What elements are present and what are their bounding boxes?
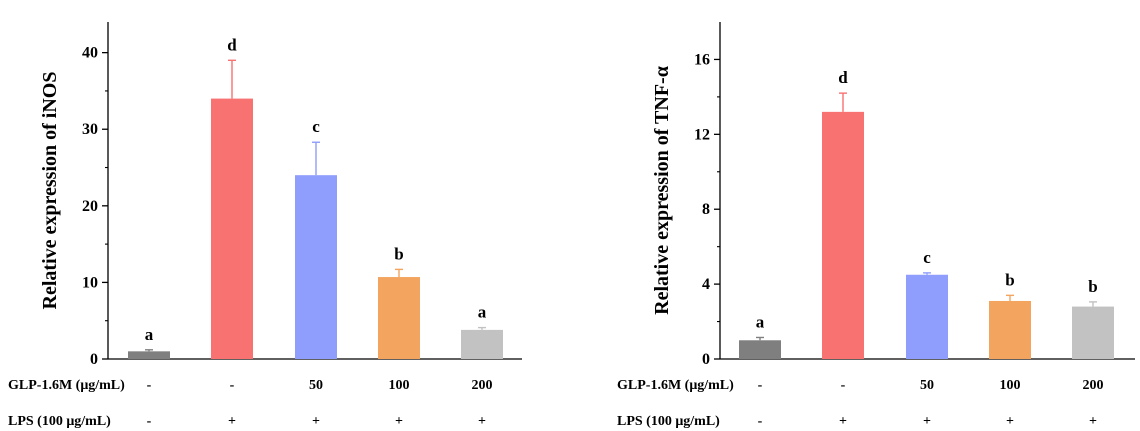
condition-value: + bbox=[478, 414, 486, 429]
y-tick-label: 0 bbox=[90, 351, 98, 368]
significance-label: d bbox=[227, 35, 237, 54]
condition-value: - bbox=[147, 414, 152, 429]
condition-label: GLP-1.6M (μg/mL) bbox=[8, 378, 125, 393]
bar bbox=[739, 340, 781, 359]
condition-value: - bbox=[758, 414, 763, 429]
significance-label: b bbox=[394, 244, 403, 263]
significance-label: c bbox=[312, 117, 320, 136]
y-tick-label: 4 bbox=[702, 276, 710, 293]
condition-value: 200 bbox=[472, 378, 493, 393]
condition-label: LPS (100 μg/mL) bbox=[8, 414, 111, 429]
significance-label: a bbox=[478, 303, 487, 322]
chart-panel-1: 0 10 20 30 40 Relative expression of iNOS a d c b… bbox=[8, 22, 522, 429]
y-tick-label: 8 bbox=[702, 201, 710, 218]
bar bbox=[461, 329, 503, 359]
condition-value: + bbox=[1089, 414, 1097, 429]
condition-value: - bbox=[230, 378, 235, 393]
bar bbox=[128, 351, 170, 359]
condition-value: + bbox=[1006, 414, 1014, 429]
significance-label: a bbox=[756, 312, 765, 331]
condition-label: GLP-1.6M (μg/mL) bbox=[617, 378, 734, 393]
significance-label: c bbox=[923, 248, 931, 267]
chart-panel-2: 0 4 8 12 16 Relative expression of TNF-α a d c b b… bbox=[617, 22, 1135, 429]
condition-value: - bbox=[841, 378, 846, 393]
y-tick-label: 0 bbox=[702, 351, 710, 368]
condition-value: 200 bbox=[1083, 378, 1104, 393]
bar bbox=[378, 277, 420, 359]
condition-value: 100 bbox=[1000, 378, 1021, 393]
condition-value: 100 bbox=[389, 378, 410, 393]
condition-value: - bbox=[758, 378, 763, 393]
condition-value: + bbox=[228, 414, 236, 429]
condition-value: + bbox=[839, 414, 847, 429]
condition-value: + bbox=[312, 414, 320, 429]
condition-label: LPS (100 μg/mL) bbox=[617, 414, 720, 429]
bar bbox=[906, 274, 948, 359]
condition-value: 50 bbox=[309, 378, 323, 393]
significance-label: d bbox=[838, 68, 848, 87]
significance-label: b bbox=[1088, 277, 1097, 296]
y-axis-label: Relative expression of TNF-α bbox=[651, 66, 673, 315]
y-tick-label: 12 bbox=[694, 126, 710, 143]
y-tick-label: 20 bbox=[82, 198, 98, 215]
bar bbox=[211, 98, 253, 359]
bar bbox=[822, 111, 864, 359]
condition-value: + bbox=[395, 414, 403, 429]
condition-value: - bbox=[147, 378, 152, 393]
bar bbox=[1072, 306, 1114, 359]
y-axis-label: Relative expression of iNOS bbox=[39, 72, 61, 310]
bar bbox=[295, 175, 337, 359]
y-tick-label: 10 bbox=[82, 274, 98, 291]
y-tick-label: 30 bbox=[82, 121, 98, 138]
bar bbox=[989, 300, 1031, 359]
y-tick-label: 40 bbox=[82, 45, 98, 62]
y-tick-label: 16 bbox=[694, 51, 710, 68]
significance-label: b bbox=[1005, 270, 1014, 289]
condition-value: 50 bbox=[920, 378, 934, 393]
significance-label: a bbox=[145, 325, 154, 344]
condition-value: + bbox=[923, 414, 931, 429]
